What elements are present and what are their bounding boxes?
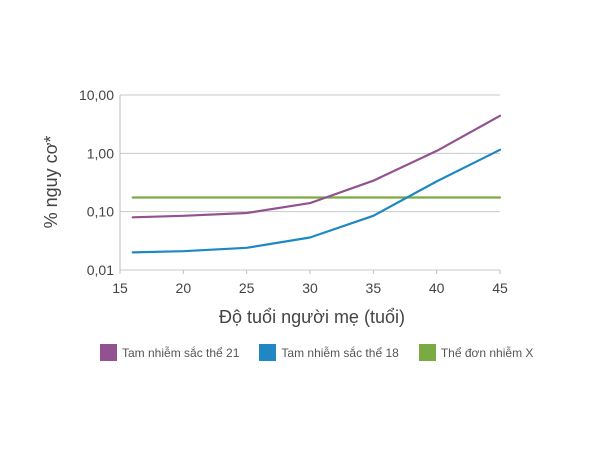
x-tick-label-3: 30	[302, 280, 318, 296]
legend-label-trisomy-21: Tam nhiễm sắc thể 21	[122, 345, 240, 360]
x-tick-label-0: 15	[112, 280, 128, 296]
gridlines	[120, 94, 500, 271]
x-tick-label-5: 40	[429, 280, 445, 296]
y-tick-label-0: 0,01	[87, 262, 114, 278]
legend-label-monosomy-x: Thể đơn nhiễm X	[440, 345, 534, 360]
x-tick-label-1: 20	[176, 280, 192, 296]
legend-item-monosomy-x: Thể đơn nhiễm X	[418, 344, 534, 361]
series-line-0	[131, 114, 502, 219]
x-tick-label-6: 45	[492, 280, 508, 296]
y-axis-label: % nguy cơ*	[41, 136, 61, 229]
legend-swatch-monosomy-x	[418, 344, 436, 361]
legend-swatch-trisomy-21	[100, 344, 117, 361]
x-tick-label-2: 25	[239, 280, 255, 296]
legend: Tam nhiễm sắc thể 21 Tam nhiễm sắc thể 1…	[100, 344, 553, 361]
x-axis-label: Độ tuổi người mẹ (tuổi)	[219, 307, 405, 327]
legend-item-trisomy-18: Tam nhiễm sắc thể 18	[259, 344, 399, 361]
x-tick-labels: 15 20 25 30 35 40 45	[112, 280, 508, 296]
y-tick-labels: 0,01 0,10 1,00 10,00	[79, 87, 114, 278]
legend-label-trisomy-18: Tam nhiễm sắc thể 18	[281, 345, 399, 360]
y-tick-label-3: 10,00	[79, 87, 114, 103]
x-tick-label-4: 35	[366, 280, 382, 296]
legend-item-trisomy-21: Tam nhiễm sắc thể 21	[100, 344, 239, 361]
series-line-1	[131, 148, 502, 254]
legend-swatch-trisomy-18	[259, 344, 277, 361]
series-lines	[131, 114, 502, 254]
y-tick-label-2: 1,00	[87, 145, 114, 161]
y-tick-label-1: 0,10	[87, 204, 114, 220]
axes	[119, 95, 501, 274]
